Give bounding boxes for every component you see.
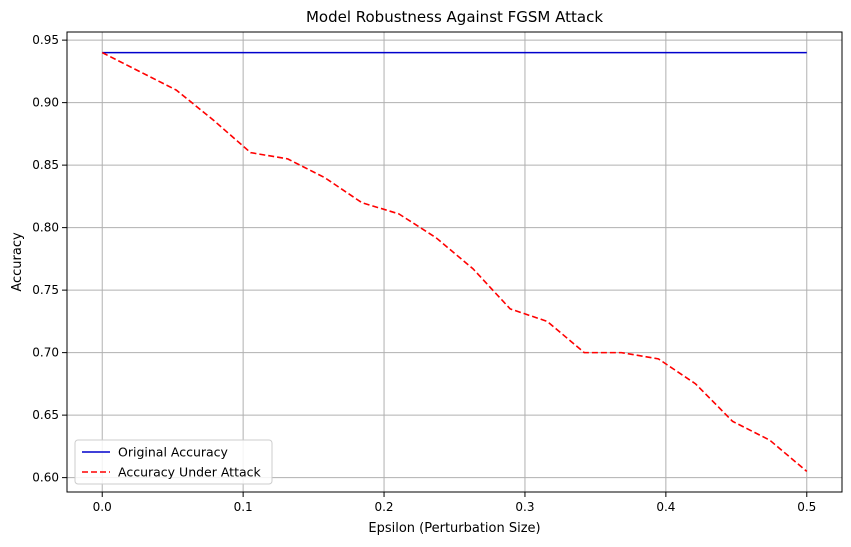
y-tick-label: 0.75 (32, 283, 59, 297)
y-axis-ticks: 0.60 0.65 0.70 0.75 0.80 0.85 0.90 0.95 (32, 33, 67, 485)
legend: Original Accuracy Accuracy Under Attack (74, 439, 273, 485)
x-axis-ticks: 0.0 0.1 0.2 0.3 0.4 0.5 (93, 492, 816, 514)
x-tick-label: 0.4 (656, 500, 675, 514)
x-tick-label: 0.0 (93, 500, 112, 514)
plot-area-frame (66, 31, 843, 493)
x-tick-label: 0.5 (797, 500, 816, 514)
grid-lines (67, 32, 842, 492)
legend-box (74, 439, 273, 485)
y-tick-label: 0.65 (32, 408, 59, 422)
x-tick-label: 0.1 (234, 500, 253, 514)
y-tick-label: 0.90 (32, 96, 59, 110)
series-lines (101, 51, 808, 472)
x-tick-label: 0.3 (515, 500, 534, 514)
y-tick-label: 0.60 (32, 471, 59, 485)
y-axis-label: Accuracy (10, 232, 25, 292)
chart-title: Model Robustness Against FGSM Attack (306, 8, 603, 26)
y-tick-label: 0.80 (32, 221, 59, 235)
y-tick-label: 0.70 (32, 346, 59, 360)
series-line-accuracy-under-attack (101, 51, 808, 472)
y-tick-label: 0.85 (32, 158, 59, 172)
legend-label: Original Accuracy (118, 445, 229, 460)
y-tick-label: 0.95 (32, 33, 59, 47)
x-tick-label: 0.2 (374, 500, 393, 514)
legend-label: Accuracy Under Attack (118, 465, 262, 480)
x-axis-label: Epsilon (Perturbation Size) (368, 521, 540, 536)
